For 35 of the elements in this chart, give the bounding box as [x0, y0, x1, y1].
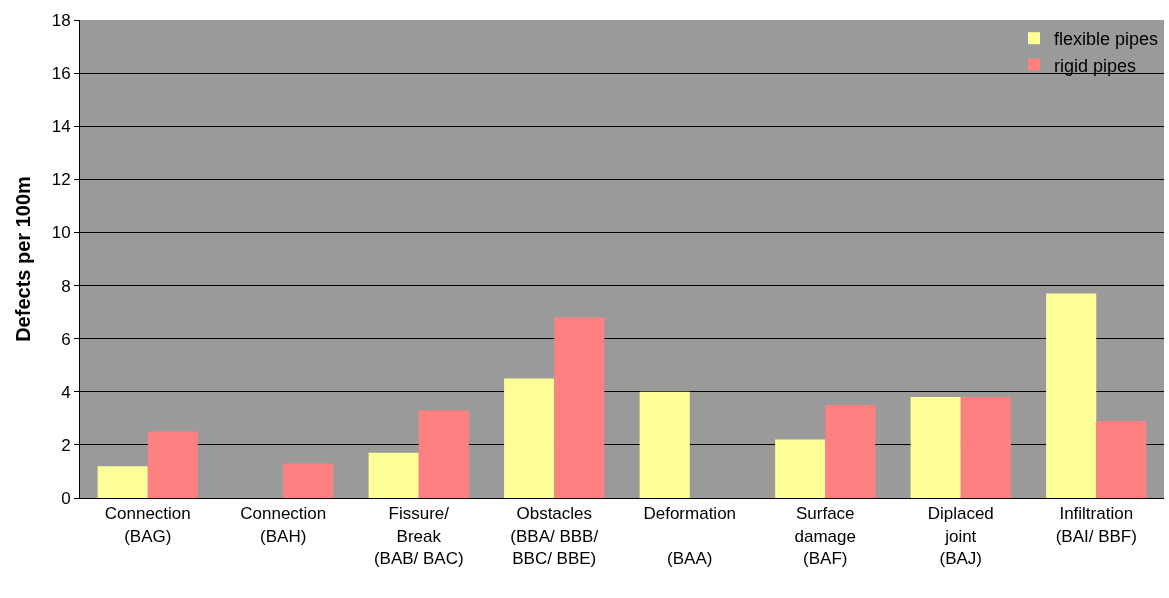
- x-tick-label: Infiltration (BAI/ BBF): [1055, 504, 1137, 546]
- y-axis-title: Defects per 100m: [12, 176, 35, 342]
- bar: [283, 463, 334, 498]
- x-tick-label: Surface damage (BAF): [794, 504, 856, 568]
- bar: [960, 397, 1011, 498]
- bar: [825, 405, 876, 498]
- x-tick-label: Connection (BAG): [104, 504, 191, 546]
- bar: [368, 452, 419, 498]
- y-tick-label: 0: [61, 488, 71, 508]
- bar: [418, 410, 469, 498]
- y-tick-label: 12: [51, 170, 71, 190]
- bar: [97, 466, 148, 498]
- bar: [1046, 293, 1097, 498]
- x-tick-label: Obstacles (BBA/ BBB/ BBC/ BBE): [510, 504, 599, 568]
- x-tick-label: Diplaced joint (BAJ): [927, 504, 994, 568]
- x-tick-label: Connection (BAH): [240, 504, 327, 546]
- bar: [639, 391, 690, 498]
- y-tick-label: 16: [51, 64, 71, 84]
- y-tick-label: 18: [51, 10, 71, 30]
- y-tick-label: 2: [61, 435, 71, 455]
- bar: [147, 431, 198, 498]
- y-tick-label: 6: [61, 329, 71, 349]
- bar: [1096, 420, 1147, 498]
- bar: [554, 317, 605, 498]
- y-tick-label: 14: [51, 117, 71, 137]
- bar: [910, 397, 961, 498]
- legend-label: rigid pipes: [1054, 55, 1137, 76]
- y-tick-label: 8: [61, 276, 71, 296]
- y-tick-label: 4: [61, 382, 71, 402]
- bar: [775, 439, 826, 498]
- legend-label: flexible pipes: [1054, 29, 1159, 50]
- bar: [504, 378, 555, 498]
- y-tick-label: 10: [51, 223, 71, 243]
- category-label: Deformation (BAA): [643, 504, 737, 568]
- x-tick-label: Fissure/ Break (BAB/ BAC): [373, 504, 464, 568]
